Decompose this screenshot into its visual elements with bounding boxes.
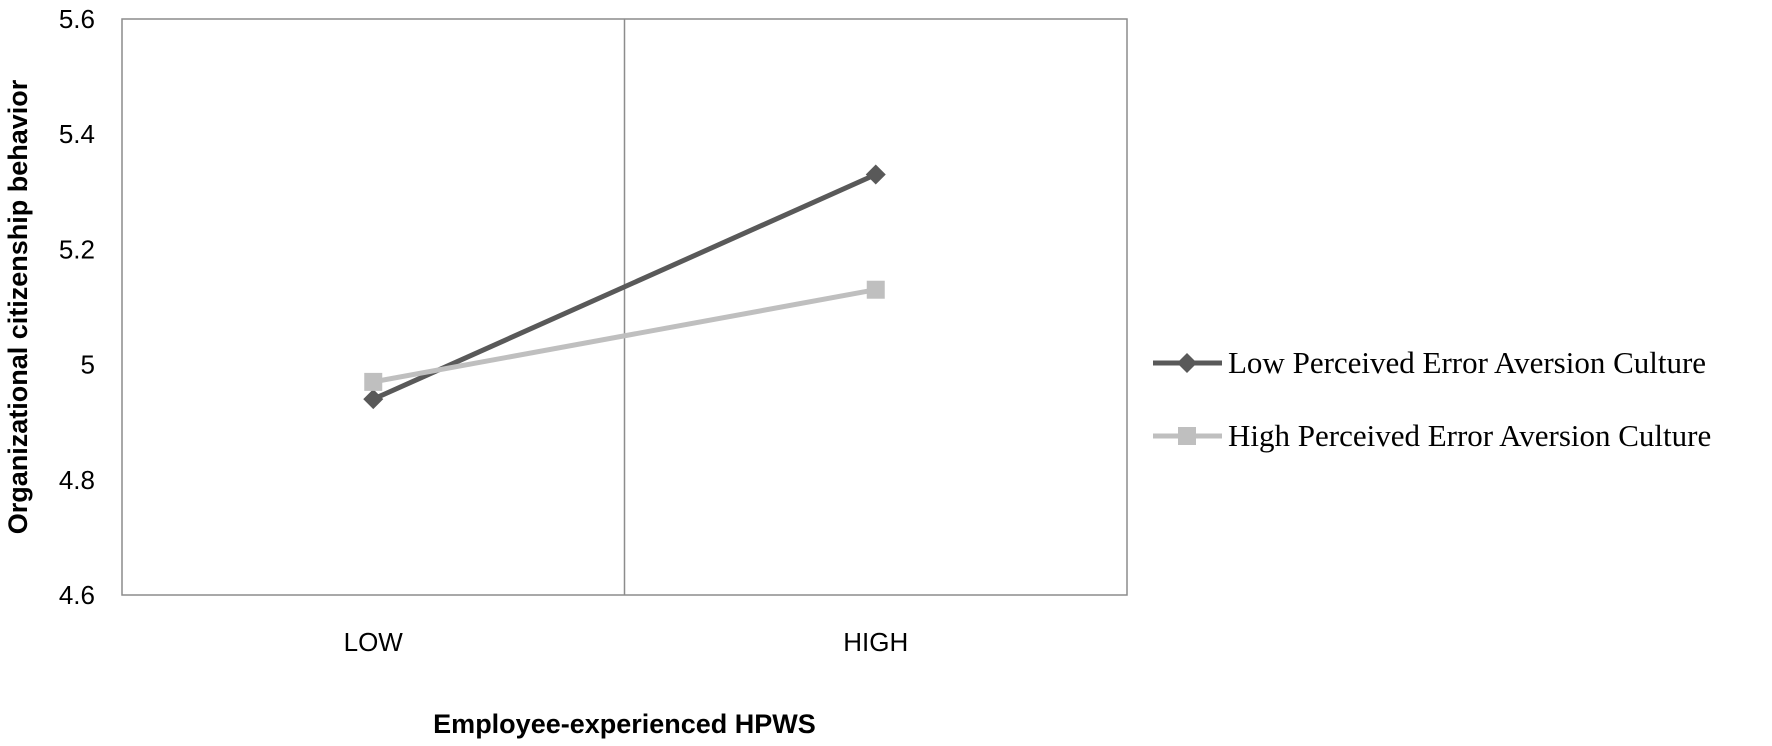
y-axis-title: Organizational citizenship behavior <box>3 79 33 534</box>
y-tick-label: 4.8 <box>59 465 95 495</box>
series-low-error-aversion <box>363 164 886 410</box>
series-line <box>372 172 877 402</box>
data-point-marker <box>363 389 384 410</box>
series-high-error-aversion <box>364 280 885 391</box>
y-tick-labels: 4.6 4.8 5 5.2 5.4 5.6 <box>59 4 95 610</box>
data-point-marker <box>364 372 383 391</box>
legend-marker <box>1177 353 1197 373</box>
y-tick-label: 5.6 <box>59 4 95 34</box>
legend: Low Perceived Error Aversion Culture High… <box>1153 345 1711 453</box>
x-tick-label: HIGH <box>843 627 908 657</box>
legend-item: Low Perceived Error Aversion Culture <box>1153 345 1706 380</box>
data-point-marker <box>865 164 886 185</box>
y-tick-label: 4.6 <box>59 580 95 610</box>
series-layer <box>363 164 886 410</box>
y-tick-label: 5 <box>81 350 95 380</box>
data-point-marker <box>866 280 885 299</box>
x-tick-label: LOW <box>344 627 404 657</box>
x-tick-labels: LOW HIGH <box>344 627 909 657</box>
legend-item: High Perceived Error Aversion Culture <box>1153 418 1711 453</box>
x-axis-title: Employee-experienced HPWS <box>433 709 816 739</box>
legend-marker <box>1178 427 1196 445</box>
y-tick-label: 5.2 <box>59 234 95 264</box>
legend-label: High Perceived Error Aversion Culture <box>1228 418 1711 453</box>
y-tick-label: 5.4 <box>59 119 95 149</box>
legend-label: Low Perceived Error Aversion Culture <box>1228 345 1706 380</box>
series-line <box>372 287 877 385</box>
